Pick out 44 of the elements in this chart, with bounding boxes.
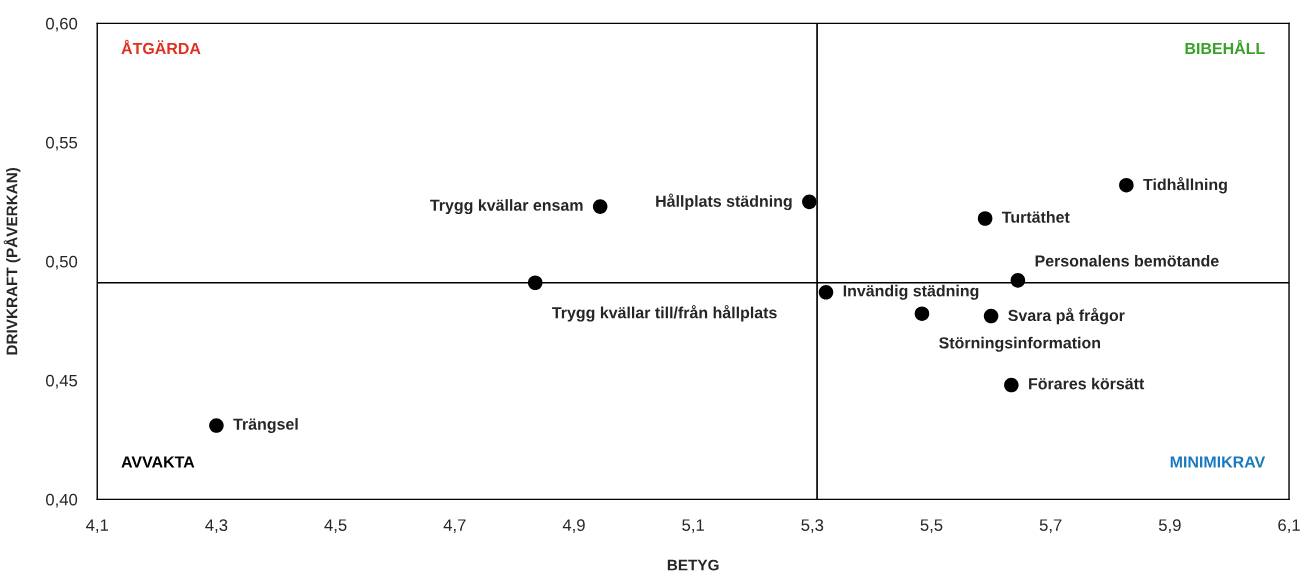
x-tick-label: 5,7 (1039, 519, 1062, 533)
annotation: Personalens bemötande (1035, 254, 1219, 267)
annotation: Förares körsätt (1029, 377, 1145, 390)
y-tick-label: 0,60 (46, 17, 78, 32)
y-tick-label: 0,55 (46, 136, 78, 151)
x-tick-label: 4,7 (443, 519, 466, 533)
x-tick-label: 4,1 (86, 519, 109, 533)
annotation: Invändig städning (843, 284, 979, 300)
annotation: Trygg kvällar till/från hållplats (552, 305, 777, 322)
y-tick-label: 0,50 (46, 255, 78, 270)
x-tick-label: 4,3 (205, 519, 228, 533)
x-tick-label: 4,9 (562, 519, 585, 533)
annotation: ÅTGÄRDA (121, 39, 201, 55)
point (592, 199, 608, 214)
annotation: BIBEHÅLL (1185, 39, 1265, 54)
point (914, 306, 930, 321)
annotation: Svara på frågor (1008, 307, 1125, 325)
point (983, 308, 999, 324)
x-tick-label: 6,1 (1278, 519, 1300, 533)
y-axis-title: DRIVKRAFT (PÅVERKAN) (3, 167, 21, 355)
x-tick-label: 5,1 (682, 519, 704, 533)
annotation: MINIMIKRAV (1170, 456, 1266, 468)
point (802, 194, 817, 210)
y-tick-label: 0,45 (46, 374, 78, 389)
annotation: Trygg kvällar ensam (430, 199, 583, 215)
x-tick-label: 5,5 (920, 519, 943, 533)
x-tick-label: 4,5 (324, 519, 347, 533)
x-tick-label: 5,3 (801, 519, 824, 533)
point (1004, 377, 1019, 393)
point (818, 284, 834, 300)
point (527, 275, 543, 291)
x-tick-label: 5,9 (1158, 519, 1181, 533)
y-tick-label: 0,40 (46, 493, 78, 508)
annotation: Tidhållning (1143, 176, 1227, 194)
annotation: Hållplats städning (656, 193, 792, 211)
point (209, 418, 224, 433)
point (1119, 177, 1134, 193)
point (977, 211, 993, 226)
annotation: Störningsinformation (939, 336, 1101, 352)
annotation: Turtäthet (1001, 211, 1070, 223)
point (1010, 273, 1026, 288)
annotation: Trängsel (233, 418, 298, 434)
annotation: AVVAKTA (121, 456, 195, 468)
x-axis-title: BETYG (667, 559, 719, 571)
